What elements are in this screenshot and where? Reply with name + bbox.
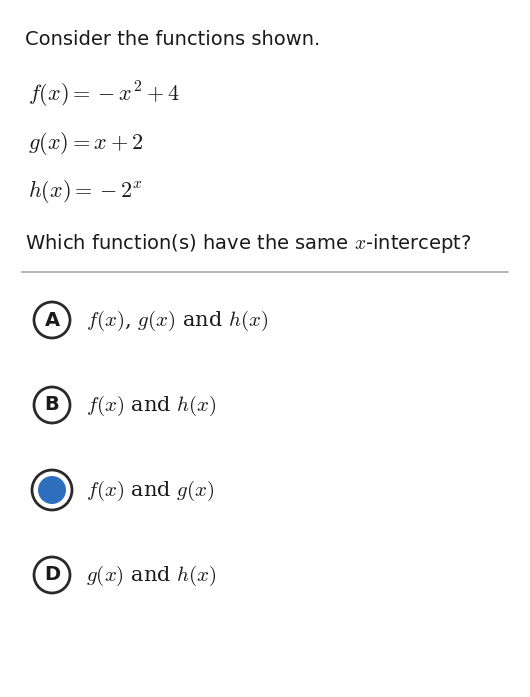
- Text: B: B: [45, 395, 59, 415]
- Text: $g(x)$ and $h(x)$: $g(x)$ and $h(x)$: [86, 564, 217, 588]
- Text: $f(x)$ and $g(x)$: $f(x)$ and $g(x)$: [86, 479, 215, 503]
- Text: $f(x) = -x^2 + 4$: $f(x) = -x^2 + 4$: [28, 80, 180, 110]
- Text: D: D: [44, 565, 60, 585]
- Text: Consider the functions shown.: Consider the functions shown.: [25, 30, 320, 49]
- Circle shape: [34, 557, 70, 593]
- Circle shape: [38, 476, 66, 504]
- Circle shape: [32, 470, 72, 510]
- Circle shape: [34, 302, 70, 338]
- Text: $f(x)$, $g(x)$ and $h(x)$: $f(x)$, $g(x)$ and $h(x)$: [86, 309, 268, 333]
- Text: A: A: [45, 310, 59, 330]
- Circle shape: [34, 387, 70, 423]
- Text: $f(x)$ and $h(x)$: $f(x)$ and $h(x)$: [86, 394, 217, 418]
- Text: Which function(s) have the same $x$-intercept?: Which function(s) have the same $x$-inte…: [25, 232, 471, 255]
- Text: $h(x) = -2^x$: $h(x) = -2^x$: [28, 178, 143, 205]
- Text: $g(x) = x + 2$: $g(x) = x + 2$: [28, 130, 143, 157]
